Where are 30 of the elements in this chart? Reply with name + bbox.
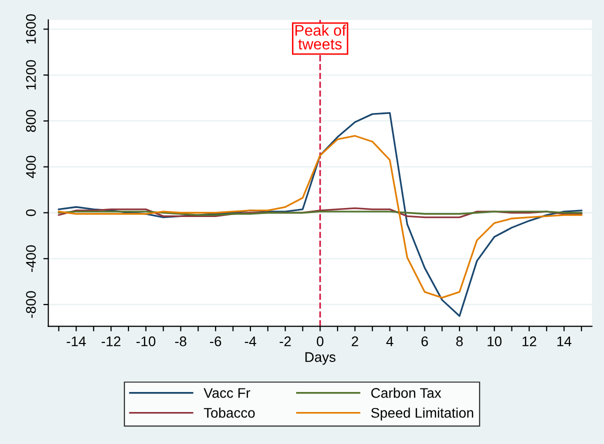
legend-label: Carbon Tax xyxy=(371,388,442,398)
legend-label: Vacc Fr xyxy=(204,388,250,398)
x-tick-label: 12 xyxy=(522,336,536,346)
x-tick-label: -4 xyxy=(244,336,256,346)
x-tick-label: 6 xyxy=(422,336,428,346)
x-tick-label: 4 xyxy=(386,336,394,346)
y-tick-label: 400 xyxy=(26,156,36,178)
y-tick-label: 800 xyxy=(26,110,36,132)
x-tick-label: 2 xyxy=(352,336,358,346)
x-tick-label: -12 xyxy=(102,336,120,346)
x-tick-label: 14 xyxy=(557,336,572,346)
y-tick-label: 1600 xyxy=(26,14,36,44)
x-tick-label: -6 xyxy=(210,336,222,346)
x-tick-label: -2 xyxy=(280,336,291,346)
legend-label: Tobacco xyxy=(204,408,255,418)
y-tick-label: 0 xyxy=(26,209,36,216)
y-tick-label: -400 xyxy=(26,245,36,272)
x-tick-label: 8 xyxy=(456,336,463,346)
line-series xyxy=(58,135,582,298)
x-tick-label: 10 xyxy=(488,336,502,346)
x-tick-label: 0 xyxy=(316,336,324,346)
ref-line-label: Peak of tweets xyxy=(295,24,346,50)
x-tick-label: -8 xyxy=(175,336,186,346)
y-tick-label: 1200 xyxy=(26,60,36,90)
line-series xyxy=(58,112,582,317)
legend-label: Speed Limitation xyxy=(371,408,474,421)
y-tick-label: -800 xyxy=(26,291,36,318)
x-tick-label: -10 xyxy=(136,336,156,346)
x-tick-label: -14 xyxy=(66,336,86,346)
x-axis-title: Days xyxy=(305,352,336,365)
